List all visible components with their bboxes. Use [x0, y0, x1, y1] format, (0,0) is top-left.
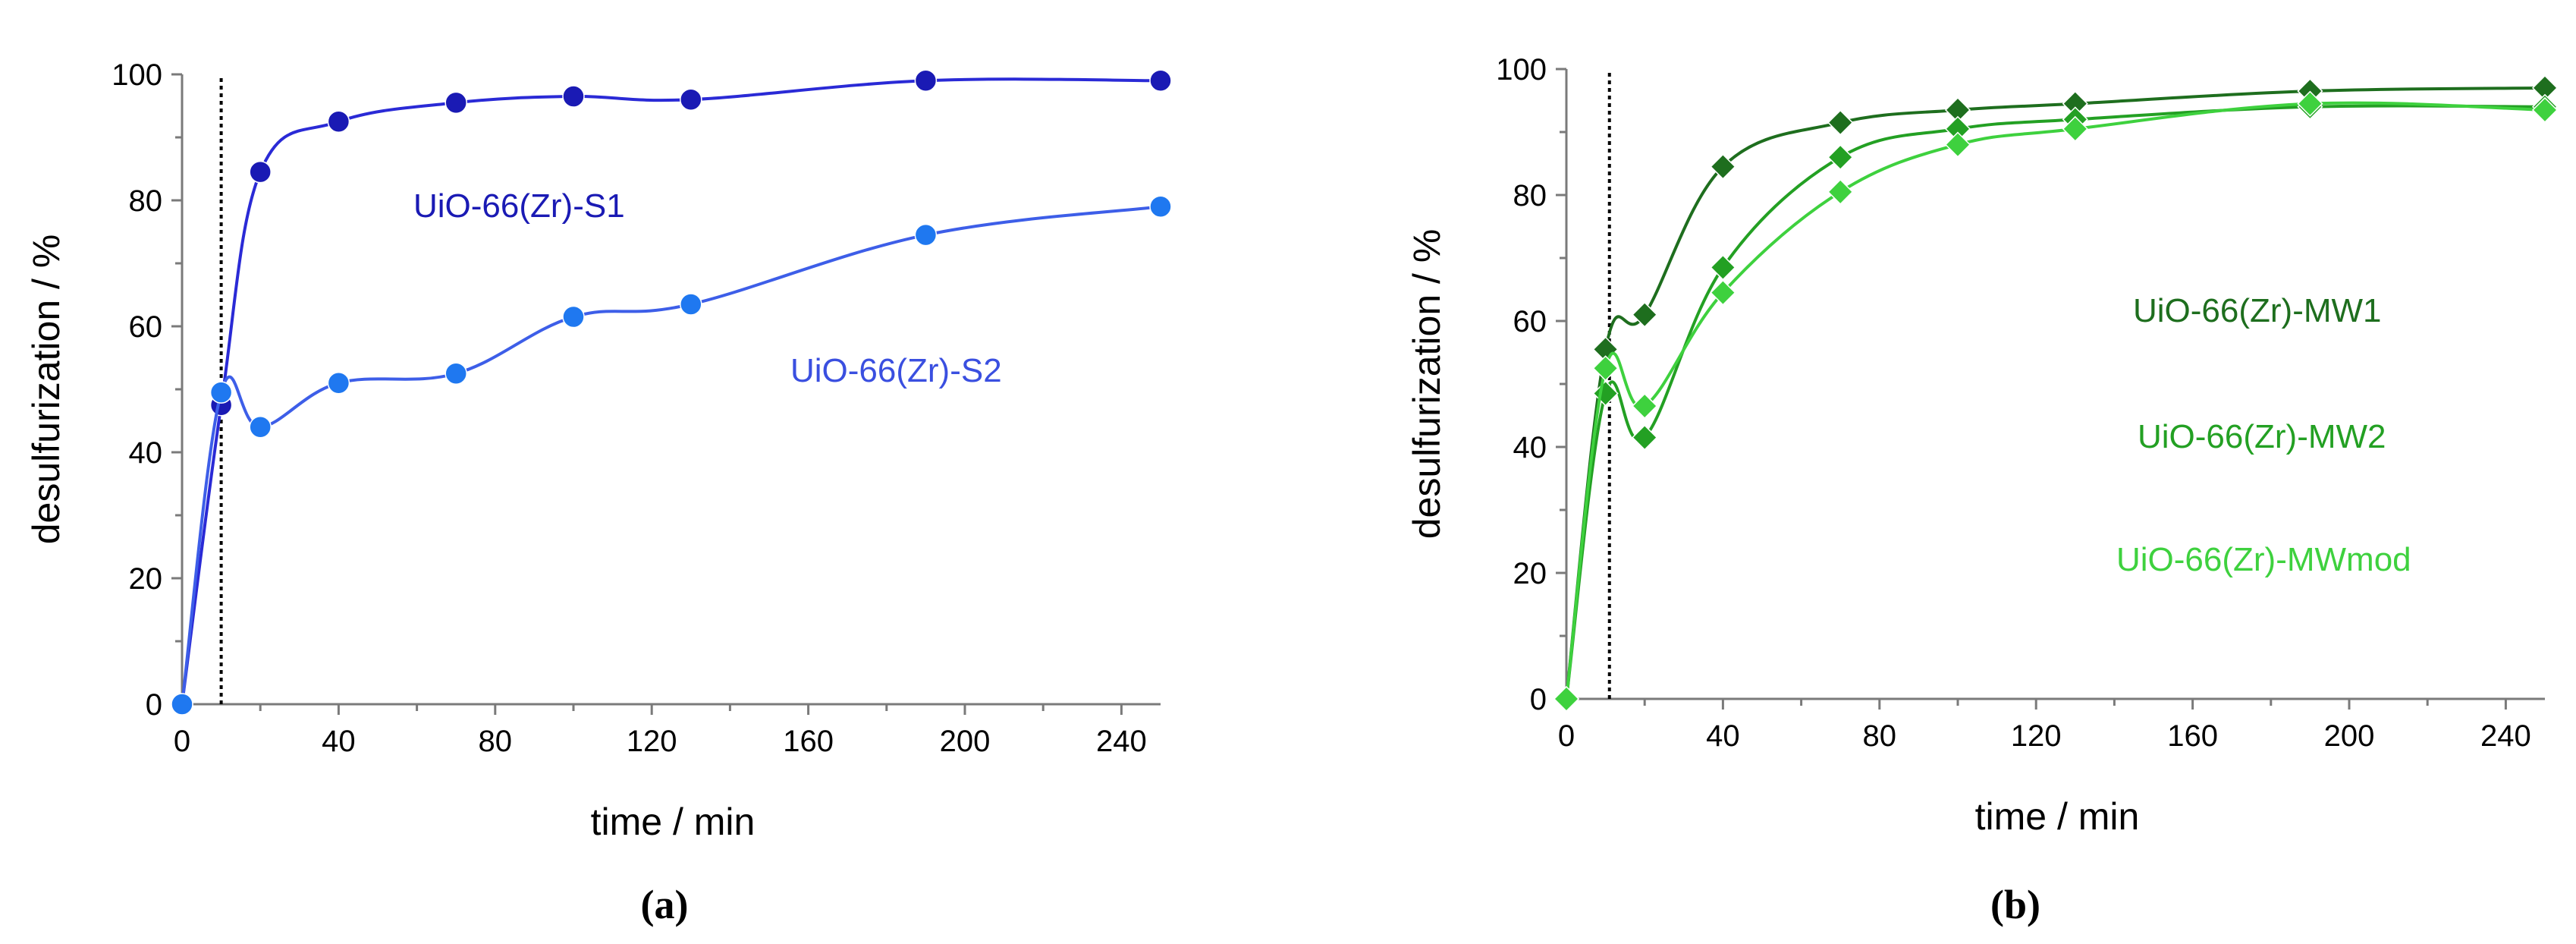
panel-b-x-tick-label: 40 — [1706, 719, 1740, 753]
panel-b-data-point-3 — [1944, 131, 1971, 158]
panel-b-data-point-3 — [2297, 90, 2323, 117]
panel-a: 0 40 80 120 160 200 240 0 20 40 60 80 100 desulfuri… — [25, 58, 1172, 927]
panel-b-y-ticks: 0 20 40 60 80 100 — [1496, 53, 1566, 716]
panel-a-x-tick-label: 240 — [1096, 725, 1147, 758]
panel-b-data-point-3 — [2062, 115, 2088, 142]
panel-a-data-point-2 — [562, 305, 585, 329]
panel-a-data-point-1 — [249, 160, 272, 184]
panel-a-x-tick-label: 80 — [479, 725, 513, 758]
panel-a-x-tick-label: 0 — [174, 725, 190, 758]
panel-b-x-tick-label: 240 — [2480, 719, 2531, 753]
panel-b-y-tick-label: 100 — [1496, 53, 1547, 87]
panel-a-y-tick-label: 40 — [129, 436, 163, 470]
panel-a-x-tick-label: 120 — [627, 725, 677, 758]
panel-b-data-point-1 — [1632, 301, 1658, 328]
panel-a-data-point-2 — [327, 371, 350, 395]
panel-b-y-tick-label: 40 — [1513, 431, 1547, 464]
panel-b-data-point-1 — [1710, 153, 1736, 180]
panel-a-data-point-2 — [1149, 195, 1172, 219]
panel-b: 0 40 80 120 160 200 240 0 20 40 60 80 100 desulfuri… — [1406, 53, 2559, 927]
panel-a-x-tick-label: 160 — [783, 725, 834, 758]
panel-b-data-point-3 — [1553, 685, 1580, 713]
panel-a-x-ticks: 0 40 80 120 160 200 240 — [174, 704, 1147, 758]
panel-a-series-label-s1: UiO-66(Zr)-S1 — [413, 187, 625, 225]
panel-b-data-point-1 — [1827, 109, 1854, 136]
panel-b-data-point-3 — [1827, 178, 1854, 205]
panel-b-x-tick-label: 80 — [1863, 719, 1897, 753]
panel-a-series-line-2 — [181, 205, 1161, 705]
panel-b-series-line-1 — [1565, 86, 2546, 700]
panel-a-x-axis-label: time / min — [591, 801, 756, 843]
panel-a-data-point-1 — [327, 110, 350, 133]
panel-b-series-label-mw2: UiO-66(Zr)-MW2 — [2138, 418, 2386, 455]
panel-a-data-point-2 — [249, 416, 272, 439]
panel-a-data-point-1 — [680, 88, 702, 111]
panel-a-data-point-2 — [680, 293, 702, 316]
panel-b-y-tick-label: 80 — [1513, 179, 1547, 212]
panel-b-x-tick-label: 120 — [2011, 719, 2062, 753]
panel-a-y-tick-label: 0 — [146, 688, 162, 722]
panel-a-y-axis-label: desulfurization / % — [25, 234, 68, 545]
panel-a-data-point-2 — [914, 223, 938, 247]
panel-b-x-ticks: 0 40 80 120 160 200 240 — [1558, 699, 2531, 753]
panel-a-data-point-1 — [562, 85, 585, 108]
panel-a-data-point-2 — [209, 381, 233, 404]
panel-a-y-tick-label: 80 — [129, 184, 163, 218]
panel-b-series-line-3 — [1565, 101, 2546, 700]
panel-b-series-line-2 — [1565, 104, 2546, 700]
panel-b-series-label-mwmod: UiO-66(Zr)-MWmod — [2116, 541, 2411, 578]
panel-b-y-axis-label: desulfurization / % — [1406, 229, 1448, 540]
panel-b-x-tick-label: 160 — [2167, 719, 2218, 753]
panel-b-series — [1553, 74, 2559, 713]
panel-a-data-point-1 — [445, 91, 467, 115]
panel-a-y-tick-label: 100 — [112, 58, 162, 92]
panel-b-data-point-3 — [1710, 279, 1736, 306]
panel-a-y-tick-label: 20 — [129, 562, 163, 596]
panel-b-label: (b) — [1990, 882, 2040, 927]
panel-b-y-tick-label: 60 — [1513, 305, 1547, 338]
panel-b-x-tick-label: 200 — [2324, 719, 2375, 753]
panel-a-data-point-1 — [1149, 69, 1172, 93]
panel-b-data-point-2 — [1827, 144, 1854, 171]
panel-a-data-point-2 — [171, 693, 193, 716]
panel-b-y-tick-label: 20 — [1513, 557, 1547, 590]
panel-b-data-point-3 — [2531, 96, 2559, 124]
panel-b-y-tick-label: 0 — [1530, 683, 1547, 716]
panel-b-series-label-mw1: UiO-66(Zr)-MW1 — [2133, 292, 2382, 329]
panel-a-data-point-1 — [914, 69, 938, 93]
panel-b-data-point-2 — [1710, 254, 1736, 281]
panel-b-data-point-2 — [1632, 424, 1658, 451]
panel-a-series-label-s2: UiO-66(Zr)-S2 — [790, 352, 1002, 389]
panel-b-x-axis-label: time / min — [1975, 795, 2140, 838]
panel-b-data-point-3 — [1592, 355, 1619, 382]
panel-b-data-point-3 — [1632, 392, 1658, 420]
panel-b-x-tick-label: 0 — [1558, 719, 1575, 753]
panel-a-label: (a) — [641, 882, 689, 927]
panel-a-x-tick-label: 200 — [940, 725, 991, 758]
panel-a-data-point-2 — [445, 362, 467, 385]
panel-a-series-line-1 — [181, 77, 1161, 705]
panel-a-series — [171, 69, 1172, 716]
panel-a-x-tick-label: 40 — [322, 725, 356, 758]
panel-a-y-ticks: 0 20 40 60 80 100 — [112, 58, 182, 722]
panel-a-y-tick-label: 60 — [129, 310, 163, 344]
